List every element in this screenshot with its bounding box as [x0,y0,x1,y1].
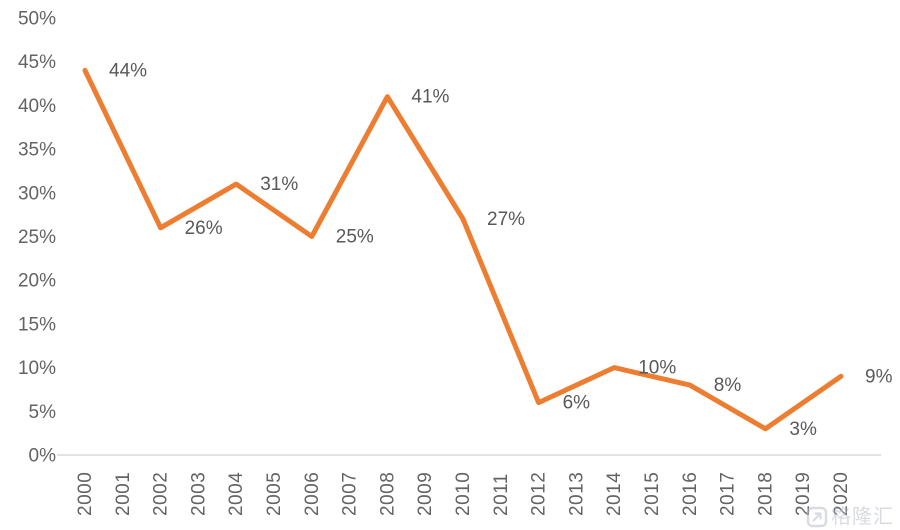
x-tick-label: 2011 [491,473,512,516]
x-tick-label: 2016 [680,472,701,516]
trend-line [82,67,844,432]
y-tick-label: 10% [18,358,56,379]
data-label: 26% [185,218,223,239]
x-tick-label: 2018 [755,472,776,516]
x-tick-label: 2001 [113,472,134,516]
data-label: 27% [487,209,525,230]
data-label: 44% [109,60,147,81]
x-tick-label: 2017 [718,472,739,516]
data-label: 25% [336,227,374,248]
x-tick-label: 2014 [604,472,625,516]
x-tick-label: 2004 [226,472,247,516]
x-tick-label: 2019 [793,472,814,516]
x-tick-label: 2010 [453,472,474,516]
y-tick-label: 15% [18,314,56,335]
x-tick-label: 2003 [188,472,209,516]
y-tick-label: 40% [18,96,56,117]
data-label: 31% [260,174,298,195]
y-tick-label: 35% [18,140,56,161]
y-tick-label: 50% [18,9,56,30]
data-label: 10% [638,358,676,379]
data-label: 9% [865,366,893,387]
x-tick-label: 2020 [831,472,852,516]
y-tick-label: 25% [18,227,56,248]
x-tick-label: 2013 [566,472,587,516]
y-tick-label: 45% [18,52,56,73]
y-tick-label: 5% [29,402,57,423]
x-tick-label: 2008 [377,472,398,516]
x-tick-label: 2007 [340,472,361,516]
x-tick-label: 2000 [75,472,96,516]
x-tick-label: 2015 [642,472,663,516]
y-tick-label: 30% [18,183,56,204]
data-label: 41% [411,87,449,108]
x-tick-label: 2005 [264,472,285,516]
y-tick-label: 0% [29,446,57,467]
x-tick-label: 2012 [529,472,550,516]
data-label: 3% [789,419,817,440]
x-tick-label: 2009 [415,472,436,516]
x-tick-label: 2002 [151,472,172,516]
y-tick-label: 20% [18,271,56,292]
x-tick-label: 2006 [302,472,323,516]
data-label: 8% [714,375,742,396]
data-label: 6% [563,393,591,414]
